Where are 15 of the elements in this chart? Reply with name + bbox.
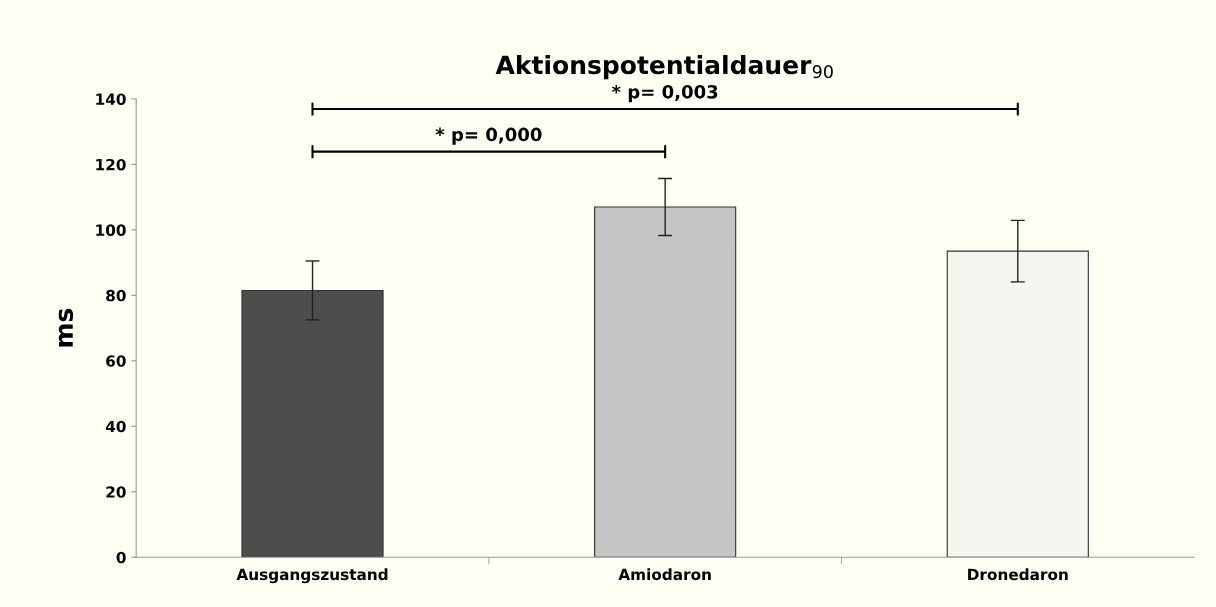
y-tick-label: 0 xyxy=(116,551,126,564)
y-axis-title: ms xyxy=(58,308,74,347)
y-tick-label: 20 xyxy=(106,486,126,498)
chart-title: Aktionspotentialdauer$_{90}$ xyxy=(495,54,833,80)
y-tick-label: 120 xyxy=(96,158,126,171)
y-tick-label: 100 xyxy=(96,224,126,236)
x-tick-label: Dronedaron xyxy=(968,568,1068,581)
x-tick-label: Ausgangszustand xyxy=(236,568,388,584)
y-tick-label: 60 xyxy=(106,355,126,367)
annotation: * p= 0,000 xyxy=(435,127,542,145)
y-tick-label: 140 xyxy=(96,93,126,105)
y-tick-label: 80 xyxy=(106,289,126,302)
x-tick-label: Amiodaron xyxy=(618,568,711,581)
annotation: * p= 0,003 xyxy=(611,84,718,103)
y-tick-label: 40 xyxy=(105,420,126,433)
